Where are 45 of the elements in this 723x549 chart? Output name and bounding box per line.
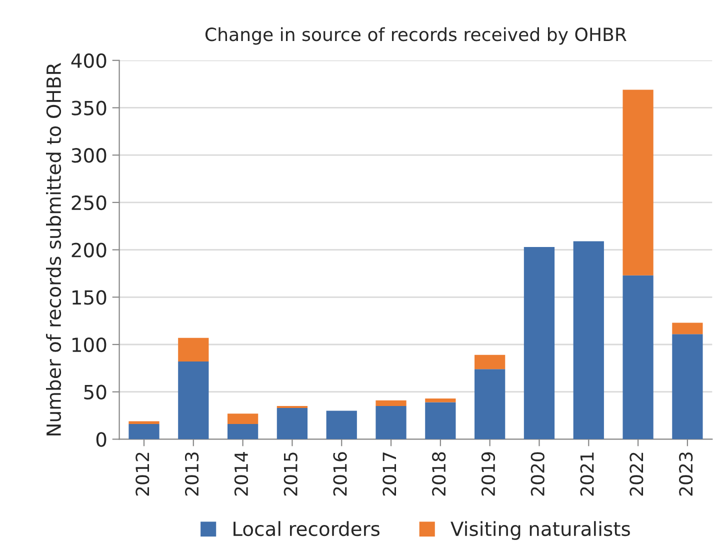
bar	[573, 241, 604, 440]
y-axis-title: Number of records submitted to OHBR	[46, 62, 62, 436]
x-tick-label: 2019	[481, 452, 496, 496]
x-tick-label: 2023	[679, 452, 693, 496]
bar	[425, 398, 456, 402]
bar	[227, 414, 258, 424]
bar	[227, 424, 258, 440]
y-tick-label: 0	[96, 432, 106, 447]
legend-label: Local recorders	[234, 521, 380, 536]
y-tick-label: 400	[71, 53, 106, 68]
x-tick-label: 2016	[333, 452, 347, 496]
y-tick-label: 200	[72, 242, 106, 258]
y-tick-label: 100	[72, 337, 106, 352]
bar	[178, 338, 209, 362]
bar	[376, 406, 406, 440]
bar	[276, 408, 308, 440]
x-tick-label: 2020	[530, 452, 544, 496]
y-tick-label: 350	[72, 100, 106, 116]
bar	[178, 362, 209, 440]
bar	[672, 322, 703, 334]
bar	[474, 369, 506, 440]
y-tick-label: 50	[84, 384, 106, 400]
bar	[425, 402, 456, 440]
chart-title: Change in source of records received by OHBR	[205, 27, 626, 45]
bar	[326, 410, 357, 440]
bar	[474, 354, 506, 370]
x-tick-label: 2015	[284, 452, 298, 496]
x-tick-label: 2022	[630, 452, 644, 496]
y-tick-label: 300	[72, 148, 106, 163]
x-tick-label: 2013	[184, 452, 199, 496]
x-tick-label: 2014	[234, 452, 248, 496]
y-tick-label: 150	[72, 290, 106, 305]
x-tick-label: 2017	[382, 452, 396, 496]
x-tick-label: 2021	[580, 452, 594, 496]
bar	[672, 334, 703, 440]
bar	[622, 275, 654, 440]
bar	[128, 421, 160, 424]
y-tick-label: 250	[72, 195, 106, 210]
x-tick-label: 2018	[432, 452, 446, 496]
legend-label: Visiting naturalists	[450, 521, 630, 540]
x-tick-label: 2012	[136, 452, 150, 496]
bar	[376, 400, 406, 406]
bar	[622, 90, 654, 276]
bar	[524, 246, 555, 440]
bar	[128, 424, 160, 440]
